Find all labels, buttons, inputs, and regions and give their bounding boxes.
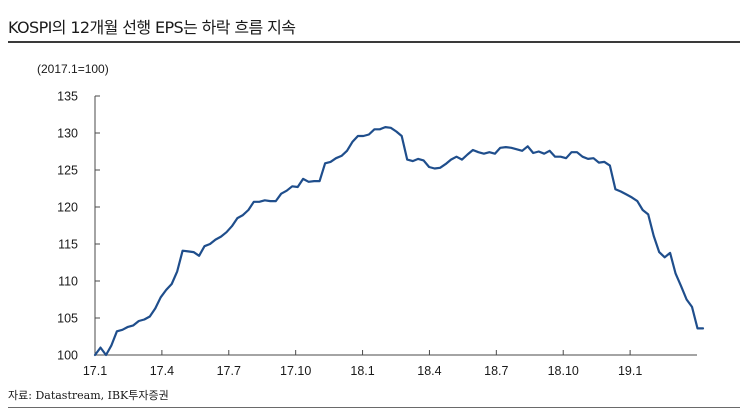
- x-tick-label: 18.4: [417, 364, 441, 378]
- x-tick-label: 17.1: [83, 364, 107, 378]
- y-tick-label: 125: [57, 164, 78, 178]
- y-tick-label: 120: [57, 201, 78, 215]
- x-tick-label: 17.10: [280, 364, 311, 378]
- title-divider: [8, 41, 740, 43]
- x-tick-label: 17.7: [217, 364, 241, 378]
- chart-title: KOSPI의 12개월 선행 EPS는 하락 흐름 지속: [8, 18, 296, 37]
- y-tick-label: 135: [57, 90, 78, 104]
- y-tick-label: 115: [58, 238, 78, 252]
- unit-note: (2017.1=100): [37, 62, 109, 76]
- y-tick-label: 110: [58, 275, 78, 289]
- x-axis-ticks: 17.1 17.4 17.7 17.10 18.1 18.4 18.7 18.10 19.1: [83, 350, 642, 378]
- series-line-0: [93, 125, 705, 357]
- y-tick-label: 130: [57, 127, 78, 141]
- x-tick-label: 17.4: [150, 364, 174, 378]
- x-tick-label: 18.10: [548, 364, 579, 378]
- x-tick-label: 19.1: [618, 364, 642, 378]
- y-tick-label: 105: [57, 312, 78, 326]
- bottom-divider: [8, 407, 740, 408]
- x-tick-label: 18.1: [350, 364, 374, 378]
- source-note: 자료: Datastream, IBK투자증권: [8, 389, 169, 402]
- y-tick-label: 100: [57, 349, 78, 363]
- chart-axes: [94, 96, 697, 356]
- x-tick-label: 18.7: [484, 364, 508, 378]
- y-axis-ticks: 100 105 110 115 120 125 130 135: [57, 90, 100, 363]
- series-group: [93, 125, 705, 357]
